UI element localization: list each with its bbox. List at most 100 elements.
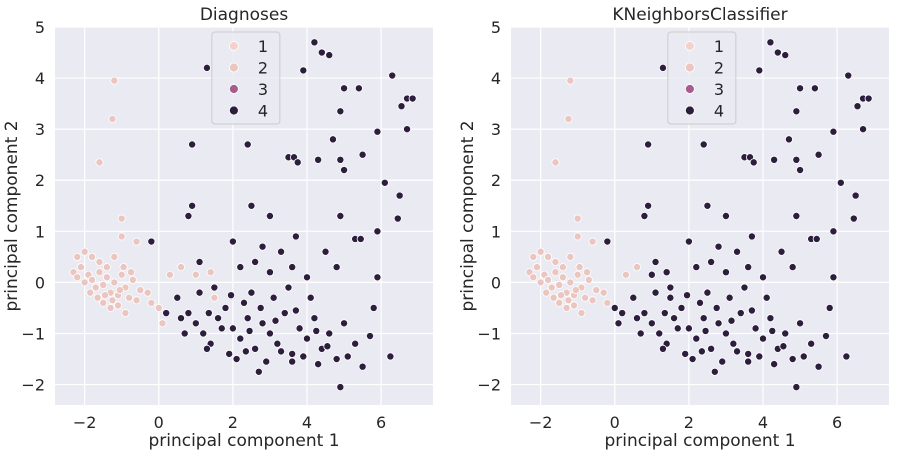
x-tick-label: 2 xyxy=(228,413,238,432)
data-point xyxy=(697,347,706,356)
data-point xyxy=(727,316,736,325)
data-point xyxy=(851,191,860,200)
data-point xyxy=(666,293,675,302)
data-point xyxy=(388,71,397,80)
data-point xyxy=(721,211,730,220)
legend-label: 4 xyxy=(258,102,268,121)
data-point xyxy=(683,291,692,300)
data-point xyxy=(610,303,619,312)
data-point xyxy=(633,314,642,323)
data-point xyxy=(688,355,697,364)
data-point xyxy=(299,352,308,361)
data-point xyxy=(721,268,730,277)
data-point xyxy=(770,360,779,369)
data-point xyxy=(532,263,541,272)
y-tick-label: −2 xyxy=(21,376,45,395)
chart-title: Diagnoses xyxy=(200,5,289,25)
data-point xyxy=(239,298,248,307)
data-point xyxy=(588,296,597,305)
data-point xyxy=(154,303,163,312)
y-tick-label: 2 xyxy=(491,171,501,190)
data-point xyxy=(636,329,645,338)
legend-label: 1 xyxy=(714,37,724,56)
data-point xyxy=(93,293,102,302)
data-point xyxy=(651,257,660,266)
data-point xyxy=(365,332,374,341)
data-point xyxy=(143,288,152,297)
y-tick-label: 4 xyxy=(491,69,501,88)
data-point xyxy=(544,275,553,284)
data-point xyxy=(232,355,241,364)
data-point xyxy=(555,298,564,307)
data-point xyxy=(796,319,805,328)
data-point xyxy=(188,201,197,210)
data-point xyxy=(101,291,110,300)
data-point xyxy=(849,214,858,223)
data-point xyxy=(132,237,141,246)
data-point xyxy=(204,309,213,318)
data-point xyxy=(581,293,590,302)
data-point xyxy=(712,303,721,312)
data-point xyxy=(291,306,300,315)
data-point xyxy=(210,283,219,292)
data-point xyxy=(684,237,693,246)
y-tick-label: 3 xyxy=(35,120,45,139)
data-point xyxy=(147,237,156,246)
data-point xyxy=(575,263,584,272)
data-point xyxy=(288,349,297,358)
x-tick-label: 4 xyxy=(302,413,312,432)
data-point xyxy=(829,227,838,236)
data-point xyxy=(241,347,250,356)
data-point xyxy=(721,329,730,338)
legend-label: 2 xyxy=(258,59,268,78)
data-point xyxy=(280,309,289,318)
data-point xyxy=(796,84,805,93)
data-point xyxy=(136,286,145,295)
chart-title: KNeighborsClassifier xyxy=(612,5,787,25)
data-point xyxy=(358,362,367,371)
data-point xyxy=(829,127,838,136)
data-point xyxy=(332,263,341,272)
data-point xyxy=(306,293,315,302)
data-point xyxy=(369,303,378,312)
data-point xyxy=(733,347,742,356)
data-point xyxy=(95,268,104,277)
data-point xyxy=(214,314,223,323)
data-point xyxy=(380,178,389,187)
y-tick-label: 3 xyxy=(491,120,501,139)
data-point xyxy=(302,273,311,282)
data-point xyxy=(551,268,560,277)
data-point xyxy=(666,283,675,292)
data-point xyxy=(73,252,82,261)
data-point xyxy=(110,76,119,85)
data-point xyxy=(284,283,293,292)
data-point xyxy=(273,339,282,348)
data-point xyxy=(749,158,758,167)
data-point xyxy=(80,247,89,256)
data-point xyxy=(114,301,123,310)
chart-panel-1: −2 0 2 4 6 −2 −1 0 1 2 3 4 5 principal component 1 pri… xyxy=(2,5,433,451)
data-point xyxy=(710,367,719,376)
data-point xyxy=(176,314,185,323)
data-point xyxy=(403,125,412,134)
data-point xyxy=(332,355,341,364)
data-point xyxy=(701,326,710,335)
data-point xyxy=(217,324,226,333)
legend-label: 3 xyxy=(714,80,724,99)
data-point xyxy=(558,263,567,272)
data-point xyxy=(644,201,653,210)
data-point xyxy=(647,270,656,279)
y-tick-label: 4 xyxy=(35,69,45,88)
data-point xyxy=(810,84,819,93)
data-point xyxy=(102,263,111,272)
data-point xyxy=(321,247,330,256)
data-point xyxy=(629,293,638,302)
data-point xyxy=(640,211,649,220)
data-point xyxy=(588,237,597,246)
data-point xyxy=(110,278,119,287)
data-point xyxy=(295,324,304,333)
data-point xyxy=(555,280,564,289)
data-point xyxy=(566,252,575,261)
data-point xyxy=(277,347,286,356)
data-point xyxy=(549,293,558,302)
